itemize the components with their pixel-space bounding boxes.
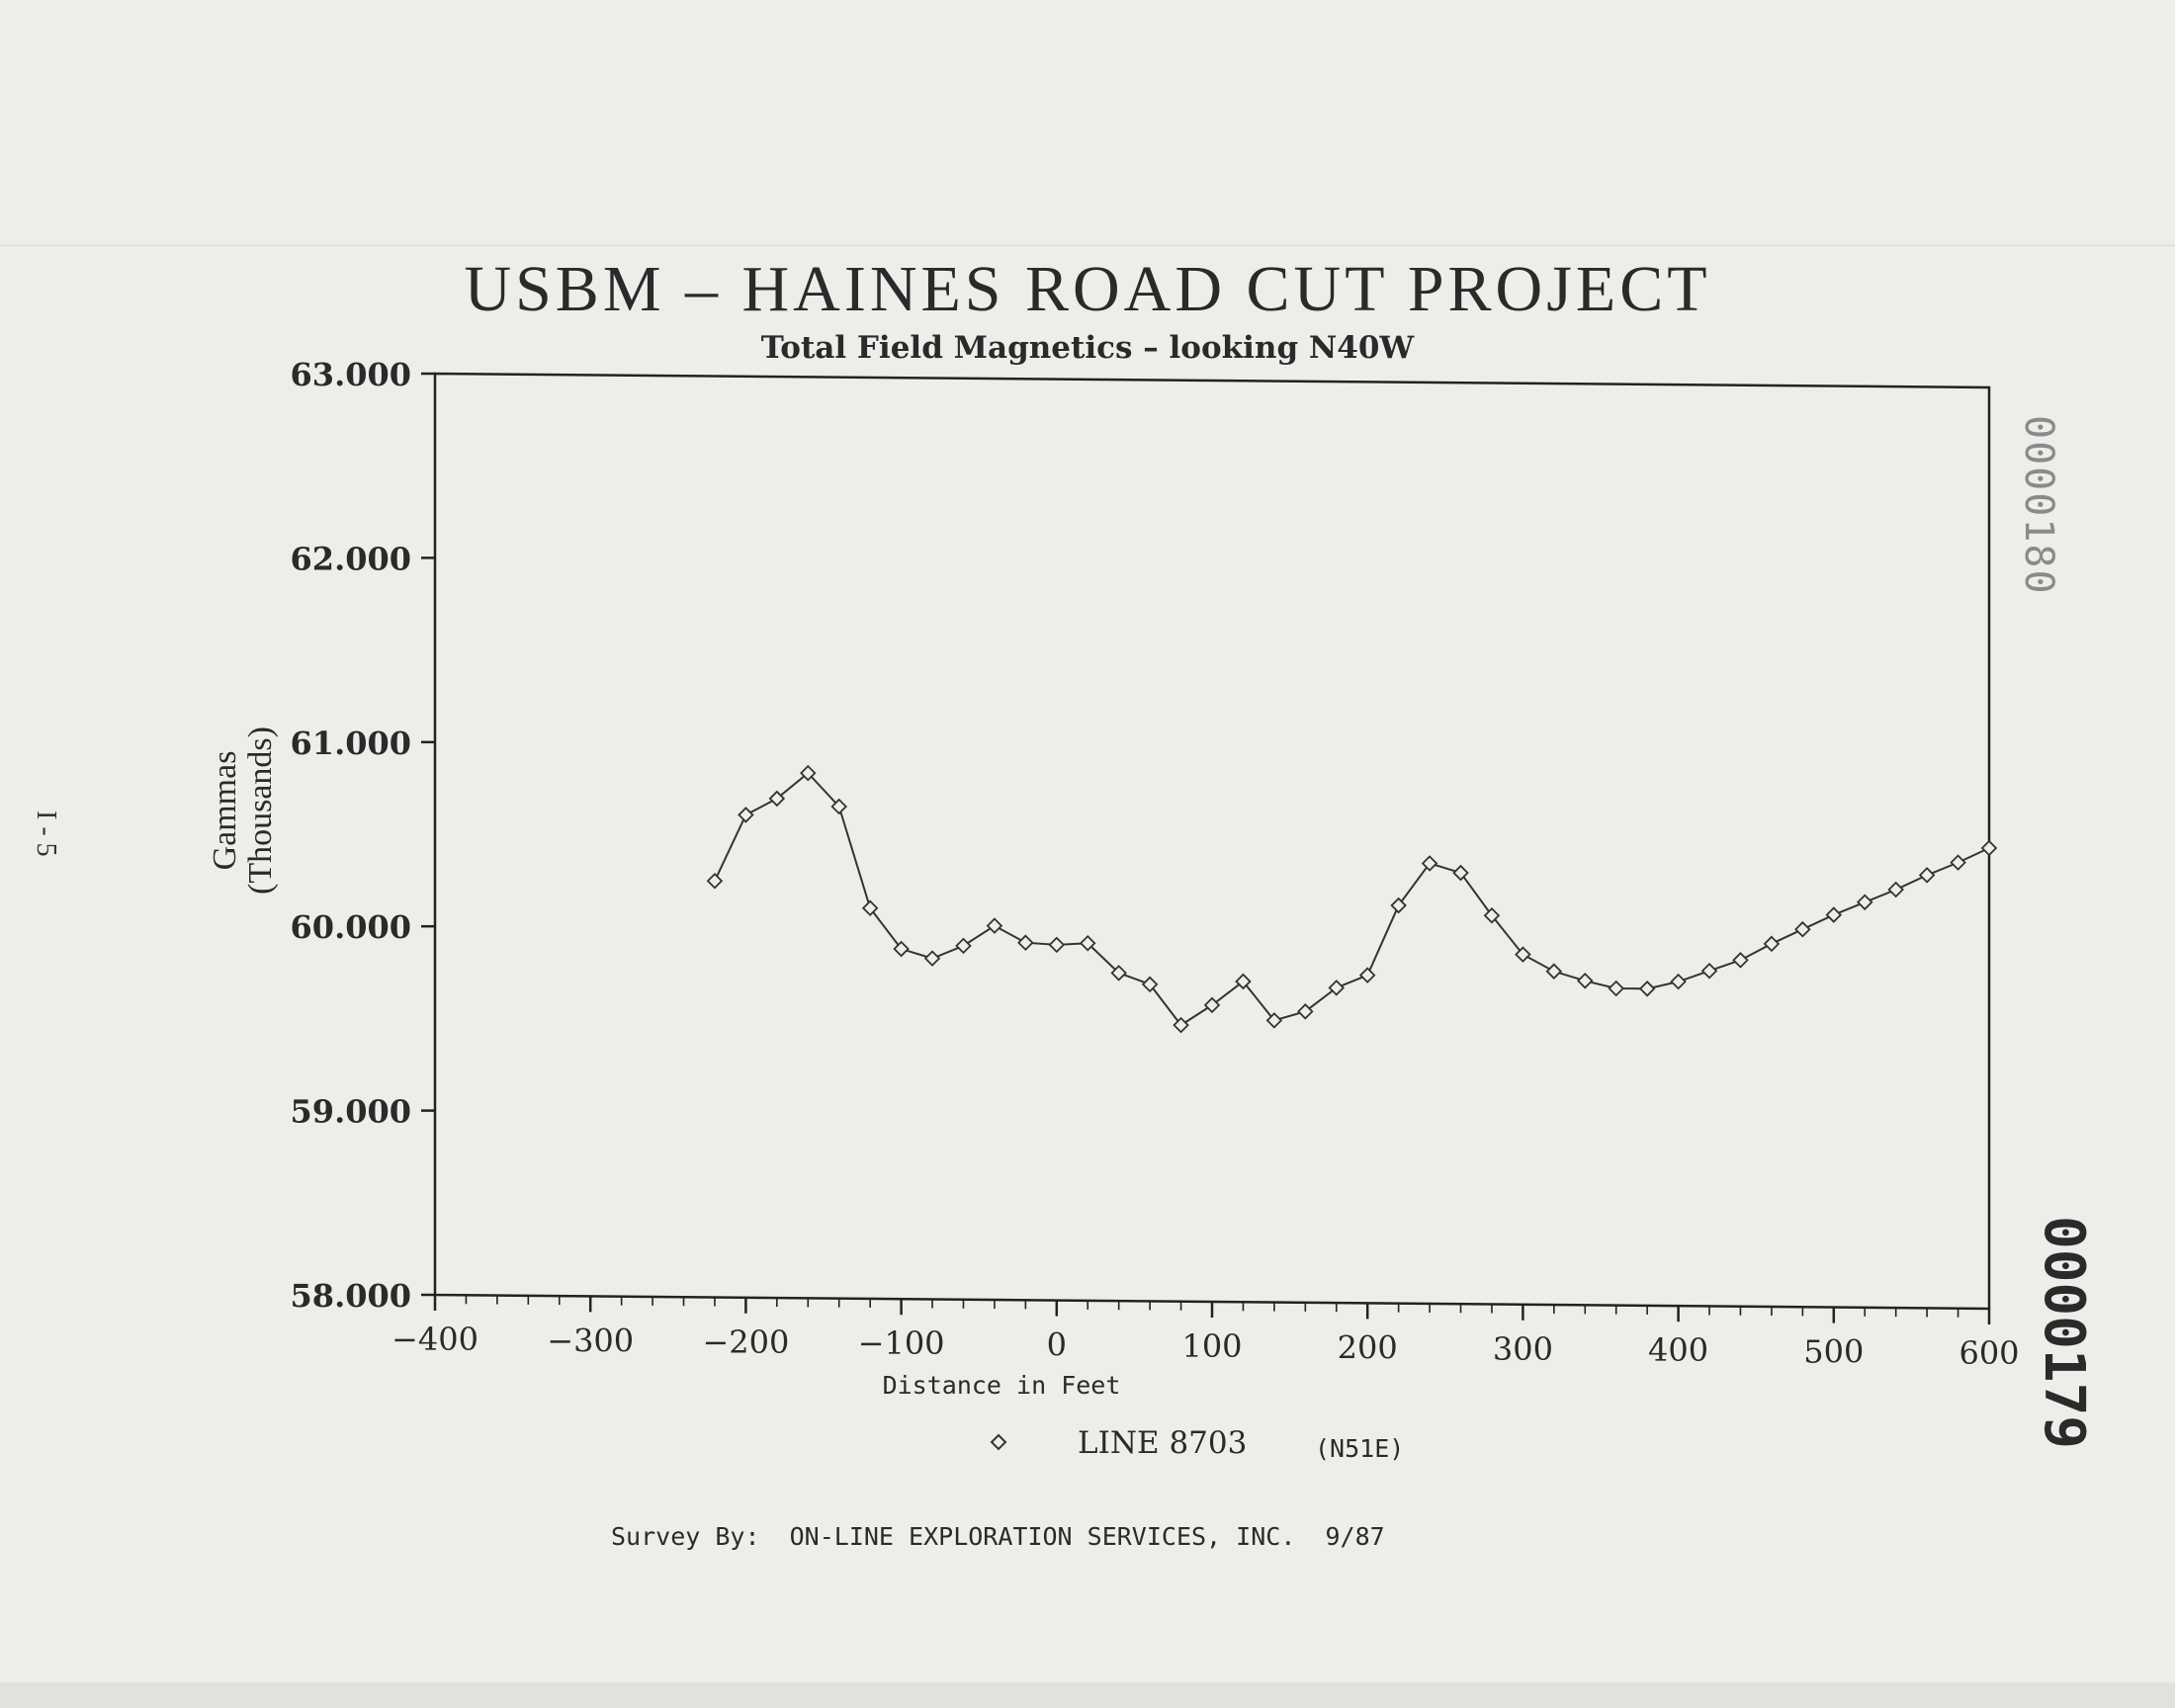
y-axis-label-line2: (Thousands): [242, 726, 279, 895]
y-tick-label: 62.000: [291, 540, 411, 577]
x-tick-label: 600: [1958, 1334, 2019, 1372]
data-point-diamond: [1048, 936, 1066, 954]
legend-series-suffix: (N51E): [1315, 1434, 1404, 1463]
y-tick-label: 63.000: [291, 356, 411, 393]
data-point-diamond: [1577, 973, 1594, 989]
y-tick-label: 59.000: [291, 1093, 411, 1131]
series-group: [706, 764, 1998, 1034]
chart-title: USBM – HAINES ROAD CUT PROJECT: [464, 253, 1711, 325]
data-point-diamond: [1421, 855, 1438, 872]
data-point-diamond: [1452, 864, 1469, 882]
data-point-diamond: [738, 807, 754, 823]
data-point-diamond: [1950, 854, 1966, 871]
data-point-diamond: [1079, 934, 1096, 952]
data-point-diamond: [1918, 867, 1936, 884]
x-tick-label: 500: [1803, 1333, 1864, 1371]
data-point-diamond: [1515, 946, 1531, 963]
data-point-diamond: [1297, 1003, 1314, 1020]
survey-label: Survey By:: [611, 1522, 760, 1551]
data-point-diamond: [1732, 952, 1749, 969]
x-axis-ticks: −400 −300 −200 −100 0 100 200 300 400 500 600: [392, 1295, 2020, 1372]
data-point-diamond: [800, 764, 817, 782]
scan-bottom-edge: [0, 1682, 2175, 1708]
legend-marker-diamond: [990, 1433, 1007, 1451]
document-stamp-top: 0000180: [2016, 415, 2061, 596]
data-point-diamond: [768, 790, 786, 808]
y-axis-label: Gammas (Thousands): [207, 726, 279, 895]
data-point-diamond: [1390, 897, 1407, 914]
y-tick-label: 58.000: [291, 1277, 411, 1315]
data-point-diamond: [1173, 1016, 1189, 1034]
x-tick-label: −400: [392, 1321, 478, 1358]
data-point-diamond: [1328, 980, 1346, 996]
data-point-diamond: [893, 940, 910, 958]
data-point-diamond: [1203, 996, 1221, 1014]
x-tick-label: 300: [1493, 1330, 1553, 1368]
x-tick-label: −300: [547, 1322, 634, 1359]
data-point-diamond: [1638, 981, 1656, 997]
data-point-diamond: [1794, 920, 1811, 938]
data-point-diamond: [1825, 906, 1843, 923]
series-line: [714, 771, 1990, 1027]
scan-fold-line: [0, 245, 2175, 246]
data-point-diamond: [1545, 963, 1563, 980]
data-point-diamond: [1358, 967, 1376, 983]
x-tick-label: 200: [1338, 1328, 1398, 1366]
data-point-diamond: [706, 872, 724, 890]
data-point-diamond: [1235, 973, 1252, 990]
y-tick-label: 60.000: [291, 908, 411, 946]
data-point-diamond: [1887, 881, 1904, 898]
data-point-diamond: [1017, 934, 1034, 951]
plot-border: [433, 372, 1991, 1311]
data-point-diamond: [1856, 894, 1873, 911]
data-point-diamond: [1670, 973, 1687, 990]
data-point-diamond: [1141, 976, 1159, 993]
data-point-diamond: [923, 950, 941, 967]
data-point-diamond: [1700, 962, 1718, 980]
data-point-diamond: [1763, 935, 1781, 953]
document-stamp-bottom: 0000179: [2032, 1216, 2096, 1450]
chart-subtitle: Total Field Magnetics – looking N40W: [760, 330, 1415, 366]
legend-series-name: LINE 8703: [1078, 1425, 1247, 1461]
x-tick-label: 100: [1181, 1327, 1242, 1365]
data-point-diamond: [830, 798, 847, 815]
data-point-diamond: [1483, 906, 1501, 924]
x-tick-label: 400: [1648, 1331, 1708, 1369]
data-point-diamond: [1110, 965, 1127, 982]
data-point-diamond: [986, 917, 1003, 934]
data-point-diamond: [955, 937, 972, 955]
data-point-diamond: [1608, 980, 1624, 997]
x-axis-label: Distance in Feet: [883, 1371, 1121, 1400]
x-tick-label: −100: [858, 1324, 945, 1362]
data-point-diamond: [861, 899, 879, 917]
data-point-diamond: [1265, 1012, 1283, 1029]
survey-credit: Survey By: ON-LINE EXPLORATION SERVICES,…: [611, 1522, 1385, 1551]
y-tick-label: 61.000: [291, 725, 411, 762]
y-axis-label-line1: Gammas: [207, 751, 243, 871]
x-tick-label: −200: [702, 1324, 789, 1361]
page-number: I - 5: [31, 811, 61, 857]
y-axis-ticks: 58.000 59.000 60.000 61.000 62.000 63.000: [291, 356, 435, 1315]
plot-frame: [433, 372, 1991, 1311]
survey-text: ON-LINE EXPLORATION SERVICES, INC. 9/87: [789, 1522, 1385, 1551]
x-tick-label: 0: [1047, 1326, 1067, 1364]
data-point-diamond: [1980, 839, 1998, 857]
legend: LINE 8703 (N51E): [990, 1425, 1404, 1463]
